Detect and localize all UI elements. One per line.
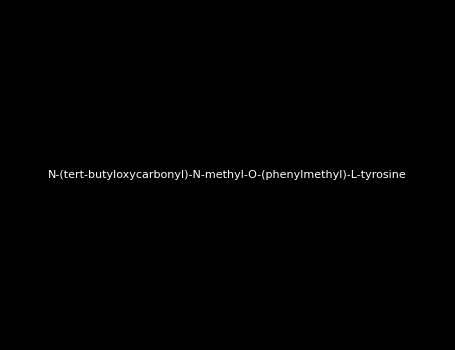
- Text: N-(tert-butyloxycarbonyl)-N-methyl-O-(phenylmethyl)-L-tyrosine: N-(tert-butyloxycarbonyl)-N-methyl-O-(ph…: [48, 170, 407, 180]
